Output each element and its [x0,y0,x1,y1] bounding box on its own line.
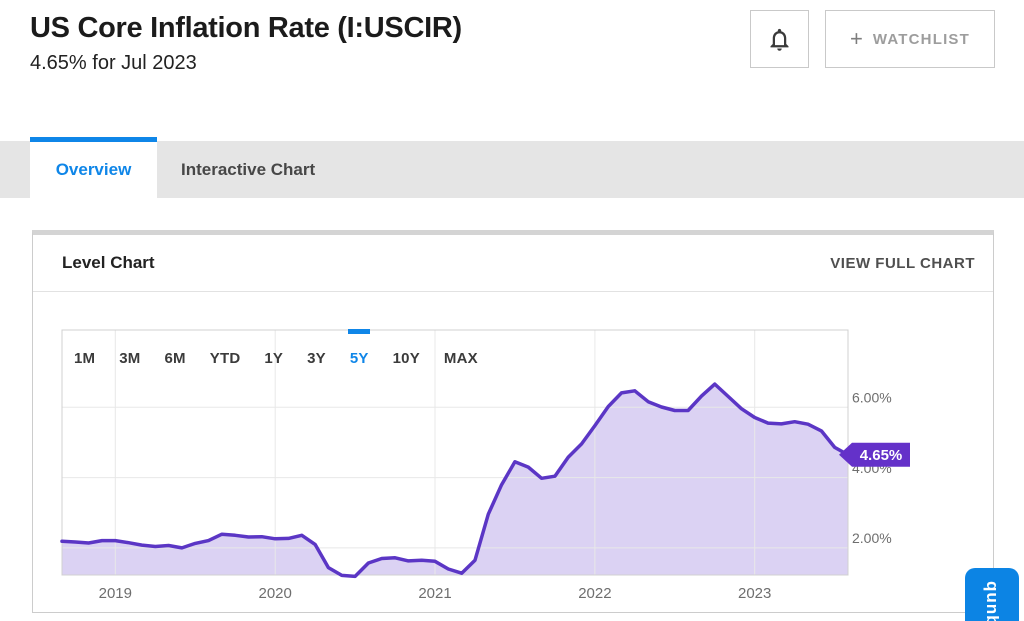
range-button-10y[interactable]: 10Y [392,349,420,367]
range-button-6m[interactable]: 6M [164,349,186,367]
bell-icon [770,28,789,51]
range-button-3y[interactable]: 3Y [307,349,326,367]
range-button-max[interactable]: MAX [443,349,478,367]
x-axis-label: 2019 [99,585,132,602]
x-axis-label: 2020 [259,585,292,602]
range-button-1y[interactable]: 1Y [264,349,284,367]
x-axis-label: 2023 [738,585,771,602]
page-header: US Core Inflation Rate (I:USCIR) 4.65% f… [30,12,462,75]
page-title: US Core Inflation Rate (I:USCIR) [30,12,462,44]
plus-icon: + [849,26,863,51]
qunb-branding-tab[interactable]: qunb [965,568,1019,621]
series-line [60,382,850,579]
current-value-subtitle: 4.65% for Jul 2023 [30,52,197,74]
tab-interactive-chart[interactable]: Interactive Chart [181,141,315,198]
y-axis-label: 6.00% [852,390,892,406]
series-area [62,384,848,577]
view-full-chart-link[interactable]: VIEW FULL CHART [830,254,975,272]
card-header: Level Chart VIEW FULL CHART [33,235,993,292]
alert-bell-button[interactable] [750,10,809,68]
tab-overview[interactable]: Overview [30,137,157,198]
watchlist-label: WATCHLIST [872,30,971,48]
chart-area: 2019 2020 2021 2022 2023 2.00% 4.00% 6.00% 4.65%… [33,297,992,616]
x-axis-label: 2021 [418,585,451,602]
header-actions: + WATCHLIST [750,10,995,68]
range-button-ytd[interactable]: YTD [209,349,241,367]
tab-interactive-chart-label: Interactive Chart [181,159,316,179]
range-selector: 1M 3M 6M YTD 1Y 3Y 5Y 10Y MAX [62,330,848,386]
add-watchlist-button[interactable]: + WATCHLIST [825,10,995,68]
range-button-5y[interactable]: 5Y [349,349,369,367]
current-value-badge [839,442,910,467]
qunb-label: qunb [983,581,1002,621]
current-value-badge-label: 4.65% [860,447,903,464]
level-chart-card: Level Chart VIEW FULL CHART 2019 2020 2021… [32,230,994,613]
range-button-3m[interactable]: 3M [119,349,141,367]
card-title: Level Chart [62,253,155,272]
tab-bar: Overview Interactive Chart [0,137,1024,198]
x-axis-label: 2022 [578,585,611,602]
y-axis-label: 2.00% [852,530,892,546]
range-button-1m[interactable]: 1M [74,349,96,367]
tab-overview-label: Overview [55,160,132,179]
